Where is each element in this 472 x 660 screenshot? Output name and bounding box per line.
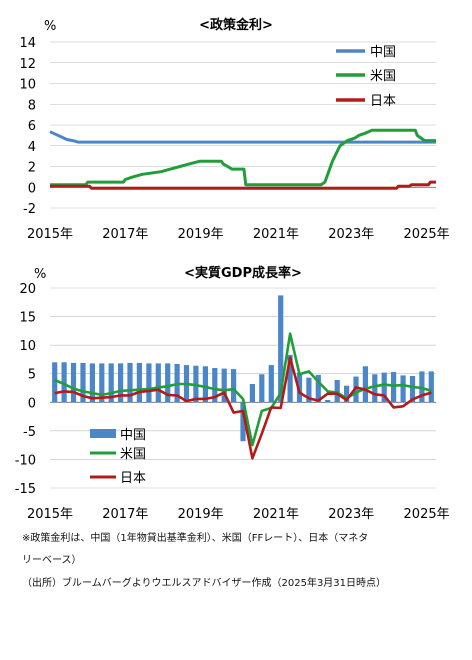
bar-china (155, 363, 161, 403)
legend-label-us: 米国 (370, 69, 396, 84)
bar-china (306, 377, 312, 403)
x-tick-label: 2023年 (328, 227, 374, 242)
legend-label-japan-line: 日本 (120, 471, 146, 486)
policy-rate-legend: 中国 米国 日本 (336, 45, 396, 109)
bar-china (240, 402, 246, 442)
legend-label-china-bar: 中国 (120, 428, 146, 443)
x-tick-label: 2019年 (178, 507, 224, 522)
policy-rate-y-unit: % (44, 19, 56, 34)
y-tick-label: -10 (15, 453, 36, 468)
x-tick-label: 2025年 (404, 507, 450, 522)
bar-china (61, 362, 67, 403)
bar-china (249, 384, 255, 403)
series-line-china (49, 130, 436, 144)
x-tick-label: 2017年 (102, 507, 148, 522)
gdp-gridlines (50, 287, 436, 489)
gdp-x-axis: 2015年 2017年 2019年 2021年 2023年 2025年 (27, 507, 450, 522)
y-tick-label: 8 (28, 98, 36, 113)
y-tick-label: 4 (28, 140, 36, 155)
legend-swatch-china-bar (90, 429, 116, 438)
y-tick-label: 12 (19, 57, 36, 72)
y-tick-label: 0 (28, 181, 36, 196)
y-tick-label: -15 (15, 482, 36, 497)
bar-china (428, 371, 434, 403)
source-note: （出所）ブルームバーグよりウエルスアドバイザー作成（2025年3月31日時点） (22, 578, 387, 589)
bar-china (259, 374, 265, 403)
y-tick-label: -5 (23, 425, 36, 440)
series-line-us (54, 332, 432, 447)
bar-china (381, 372, 387, 403)
x-tick-label: 2023年 (328, 507, 374, 522)
bar-china (118, 363, 124, 403)
gdp-y-unit: % (34, 267, 46, 282)
bar-china (391, 372, 397, 403)
x-tick-label: 2015年 (27, 507, 73, 522)
bar-china (296, 372, 303, 403)
bar-china (334, 380, 340, 403)
x-tick-label: 2025年 (404, 227, 450, 242)
series-line-japan (54, 356, 432, 460)
legend-label-japan: 日本 (370, 94, 396, 109)
y-tick-label: -2 (23, 202, 36, 217)
y-tick-label: 0 (28, 396, 36, 411)
x-tick-label: 2019年 (178, 227, 224, 242)
policy-rate-y-axis: 14 12 10 8 6 4 2 0 -2 (19, 36, 36, 217)
bar-china (362, 366, 368, 403)
y-tick-label: 20 (19, 282, 36, 297)
series-line-japan (50, 180, 436, 190)
series-line-us (50, 128, 436, 187)
y-tick-label: 10 (19, 339, 36, 354)
bar-china (287, 354, 293, 403)
bar-china (325, 400, 331, 403)
footnote-policy-rate-line1: ※政策金利は、中国（1年物貸出基準金利）、米国（FFレート）、日本（マネタ (22, 533, 369, 544)
bar-china (409, 376, 416, 403)
bar-china (372, 374, 378, 403)
y-tick-label: 2 (28, 161, 36, 176)
bar-china (108, 363, 114, 403)
bar-china (80, 362, 86, 403)
x-tick-label: 2015年 (27, 227, 73, 242)
y-tick-label: 10 (19, 78, 36, 93)
legend-label-us-line: 米国 (120, 447, 146, 462)
gdp-bars-china (52, 295, 434, 442)
gdp-legend: 中国 米国 日本 (90, 428, 146, 486)
bar-china (278, 295, 284, 403)
bar-china (212, 368, 218, 403)
bar-china (202, 366, 208, 403)
bar-china (99, 363, 105, 403)
bar-china (221, 368, 227, 403)
real-gdp-growth-chart: <実質GDP成長率> % 20 15 10 5 0 -5 -10 -15 2015年 2017年… (15, 265, 450, 522)
bar-china (231, 369, 237, 403)
policy-rate-x-axis: 2015年 2017年 2019年 2021年 2023年 2025年 (27, 227, 450, 242)
gdp-title: <実質GDP成長率> (184, 265, 302, 281)
y-tick-label: 6 (28, 119, 36, 134)
bar-china (165, 363, 171, 403)
bar-china (136, 362, 142, 403)
bar-china (89, 363, 95, 403)
x-tick-label: 2017年 (102, 227, 148, 242)
bar-china (400, 375, 406, 403)
y-tick-label: 15 (19, 311, 36, 326)
policy-rate-series (49, 128, 436, 190)
y-tick-label: 14 (19, 36, 36, 51)
bar-china (52, 362, 58, 403)
gdp-y-axis: 20 15 10 5 0 -5 -10 -15 (15, 282, 36, 497)
bar-china (146, 363, 152, 403)
policy-rate-title: <政策金利> (199, 17, 273, 33)
bar-china (268, 365, 274, 403)
footnote-policy-rate-line2: リーベース） (22, 555, 82, 566)
bar-china (70, 362, 77, 403)
bar-china (344, 385, 350, 403)
legend-label-china: 中国 (370, 45, 396, 60)
x-tick-label: 2021年 (253, 507, 299, 522)
bar-china (315, 374, 321, 403)
x-tick-label: 2021年 (253, 227, 299, 242)
y-tick-label: 5 (28, 368, 36, 383)
gdp-series-lines (54, 332, 432, 460)
bar-china (127, 362, 133, 403)
